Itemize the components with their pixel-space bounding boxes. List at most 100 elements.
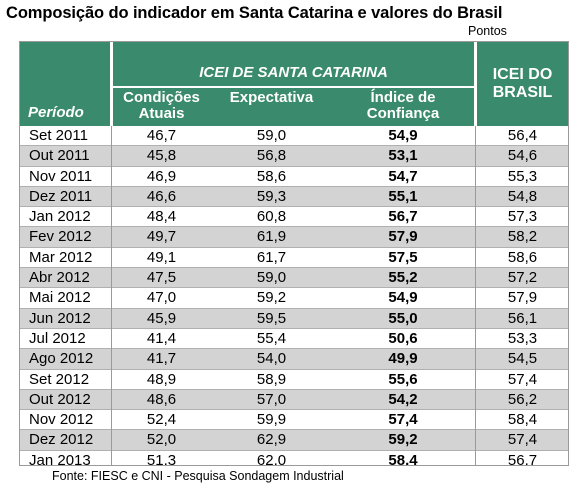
cell-icei-brasil: 53,3 [507, 329, 538, 347]
cell-periodo: Set 2011 [29, 127, 88, 144]
column-separator [111, 126, 112, 465]
table-row: Out 2011 45,8 56,8 53,1 54,6 [20, 146, 568, 167]
cell-condicoes-atuais: 49,1 [146, 248, 177, 266]
header-condicoes-line2: Atuais [138, 105, 185, 122]
cell-periodo: Abr 2012 [29, 269, 90, 287]
cell-condicoes-atuais: 46,6 [146, 187, 177, 205]
unit-label: Pontos [468, 24, 507, 38]
cell-periodo: Out 2011 [29, 147, 90, 165]
cell-expectativa: 59,9 [256, 411, 287, 429]
cell-indice-confianca: 54,2 [388, 390, 418, 408]
cell-condicoes-atuais: 47,5 [146, 269, 177, 287]
table-row: Jan 2012 48,4 60,8 56,7 57,3 [20, 207, 568, 228]
table-row: Jul 2012 41,4 55,4 50,6 53,3 [20, 329, 568, 350]
cell-icei-brasil: 56,7 [507, 451, 538, 466]
cell-icei-brasil: 57,2 [507, 269, 538, 287]
table-row: Fev 2012 49,7 61,9 57,9 58,2 [20, 227, 568, 248]
data-table: ICEI DE SANTA CATARINA Período Condições… [19, 41, 569, 466]
cell-periodo: Fev 2012 [29, 228, 92, 246]
cell-expectativa: 62,9 [256, 431, 287, 449]
cell-periodo: Nov 2012 [29, 411, 94, 429]
cell-icei-brasil: 56,1 [507, 309, 538, 327]
table-row: Abr 2012 47,5 59,0 55,2 57,2 [20, 268, 568, 289]
cell-expectativa: 54,0 [256, 350, 287, 368]
table-row: Jun 2012 45,9 59,5 55,0 56,1 [20, 308, 568, 329]
cell-expectativa: 62,0 [256, 451, 287, 466]
cell-icei-brasil: 57,3 [507, 208, 538, 226]
cell-icei-brasil: 57,4 [507, 431, 538, 449]
header-condicoes-line1: Condições [123, 89, 200, 106]
table-row: Dez 2012 52,0 62,9 59,2 57,4 [20, 430, 568, 451]
table-row: Set 2012 48,9 58,9 55,6 57,4 [20, 370, 568, 390]
cell-condicoes-atuais: 52,0 [146, 431, 177, 449]
cell-periodo: Mai 2012 [29, 289, 91, 307]
cell-periodo: Jul 2012 [29, 329, 86, 347]
table-header: ICEI DE SANTA CATARINA Período Condições… [20, 42, 568, 126]
cell-expectativa: 59,2 [256, 289, 287, 307]
table-row: Nov 2012 52,4 59,9 57,4 58,4 [20, 410, 568, 431]
cell-condicoes-atuais: 49,7 [146, 228, 177, 246]
header-indice: Índice de Confiança [332, 90, 474, 122]
cell-icei-brasil: 56,2 [507, 390, 538, 408]
table-row: Out 2012 48,6 57,0 54,2 56,2 [20, 389, 568, 411]
table-row: Mai 2012 47,0 59,2 54,9 57,9 [20, 288, 568, 309]
cell-periodo: Jun 2012 [29, 309, 91, 327]
cell-indice-confianca: 59,2 [388, 431, 418, 449]
cell-indice-confianca: 49,9 [388, 350, 418, 368]
cell-periodo: Jan 2013 [29, 451, 91, 466]
cell-condicoes-atuais: 45,9 [146, 309, 177, 327]
header-condicoes: Condições Atuais [113, 90, 210, 122]
cell-icei-brasil: 57,4 [507, 370, 538, 388]
cell-indice-confianca: 56,7 [388, 208, 418, 226]
header-expectativa: Expectativa [229, 89, 314, 106]
cell-condicoes-atuais: 47,0 [146, 289, 177, 307]
cell-icei-brasil: 54,8 [507, 187, 538, 205]
cell-condicoes-atuais: 52,4 [146, 411, 177, 429]
header-separator [110, 42, 113, 126]
cell-condicoes-atuais: 48,4 [146, 208, 177, 226]
cell-expectativa: 59,5 [256, 309, 287, 327]
cell-indice-confianca: 57,9 [388, 228, 418, 246]
cell-periodo: Set 2012 [29, 370, 90, 388]
table-body: Set 2011 46,7 59,0 54,9 56,4 Out 2011 45,8 56,8… [20, 126, 568, 466]
cell-icei-brasil: 58,6 [507, 248, 538, 266]
cell-expectativa: 61,9 [256, 228, 287, 246]
header-indice-line2: Confiança [366, 105, 440, 122]
page-title: Composição do indicador em Santa Catarin… [6, 4, 503, 22]
cell-condicoes-atuais: 41,4 [146, 329, 177, 347]
cell-indice-confianca: 55,2 [388, 269, 418, 287]
header-group-santa-catarina: ICEI DE SANTA CATARINA [199, 64, 388, 81]
cell-indice-confianca: 57,4 [388, 411, 418, 429]
table-row: Mar 2012 49,1 61,7 57,5 58,6 [20, 248, 568, 269]
table-row: Jan 2013 51,3 62,0 58,4 56,7 [20, 451, 568, 466]
cell-expectativa: 58,6 [256, 167, 287, 185]
cell-expectativa: 59,0 [256, 269, 287, 287]
table-row: Dez 2011 46,6 59,3 55,1 54,8 [20, 186, 568, 208]
cell-indice-confianca: 55,6 [388, 370, 418, 388]
header-icei-brasil: ICEI DO BRASIL [477, 66, 568, 102]
cell-condicoes-atuais: 41,7 [146, 350, 177, 368]
cell-indice-confianca: 54,7 [388, 167, 418, 185]
table-row: Ago 2012 41,7 54,0 49,9 54,5 [20, 349, 568, 370]
header-periodo: Período [28, 104, 84, 121]
cell-expectativa: 55,4 [256, 329, 287, 347]
cell-icei-brasil: 54,5 [507, 350, 538, 368]
cell-indice-confianca: 58,4 [388, 451, 418, 466]
cell-expectativa: 59,3 [256, 187, 287, 205]
cell-indice-confianca: 54,9 [388, 289, 418, 307]
cell-expectativa: 56,8 [256, 147, 287, 165]
cell-indice-confianca: 55,0 [388, 309, 418, 327]
table-row: Nov 2011 46,9 58,6 54,7 55,3 [20, 167, 568, 187]
header-brasil-line1: ICEI DO [492, 66, 553, 83]
cell-expectativa: 60,8 [256, 208, 287, 226]
cell-periodo: Dez 2011 [29, 187, 93, 205]
header-brasil-line2: BRASIL [492, 84, 553, 101]
cell-indice-confianca: 57,5 [388, 248, 418, 266]
header-indice-line1: Índice de [370, 89, 436, 106]
header-group-underline [113, 86, 477, 88]
header-separator [474, 42, 477, 126]
cell-icei-brasil: 55,3 [507, 167, 538, 185]
table-row: Set 2011 46,7 59,0 54,9 56,4 [20, 126, 568, 147]
cell-expectativa: 61,7 [256, 248, 287, 266]
cell-periodo: Out 2012 [29, 390, 91, 408]
